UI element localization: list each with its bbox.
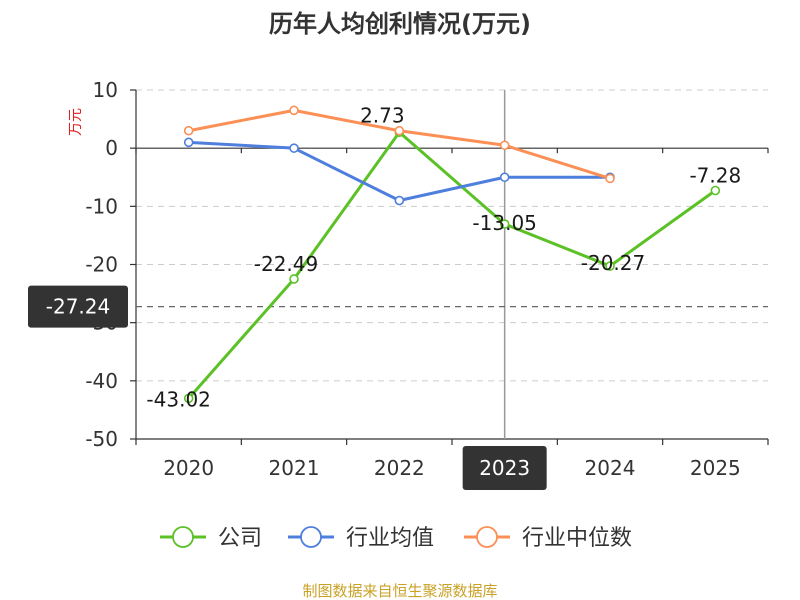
chart-title: 历年人均创利情况(万元) (269, 10, 531, 38)
data-label-2022: 2.73 (360, 103, 405, 127)
crosshair-x-tooltip: 2023 (462, 446, 547, 490)
y-tick-label-10: 10 (93, 78, 118, 102)
legend-item-行业中位数[interactable]: 行业中位数 (464, 526, 632, 551)
series-行业中位数 (183, 105, 615, 184)
series-line-行业均值 (188, 140, 610, 203)
x-tick-label-2020: 2020 (163, 456, 214, 480)
x-tick-label-2025: 2025 (690, 456, 741, 480)
y-tick-label--10: -10 (85, 194, 118, 218)
y-tick-label-0: 0 (105, 136, 118, 160)
legend-item-行业均值[interactable]: 行业均值 (288, 526, 434, 551)
crosshair-y-value: -27.24 (46, 295, 110, 319)
point-行业中位数-2022 (394, 125, 405, 136)
point-行业均值-2021 (289, 143, 299, 153)
source-note: 制图数据来自恒生聚源数据库 (302, 582, 497, 600)
point-公司-2024 (605, 261, 615, 271)
crosshair (136, 90, 768, 439)
point-行业中位数-2024 (605, 173, 615, 184)
data-labels: -43.02 -22.49 2.73 -13.05 -20.27 -7.28 (146, 103, 741, 411)
series-line-公司 (187, 130, 717, 400)
point-行业均值-2020 (183, 137, 194, 148)
x-tick-label-2022: 2022 (374, 456, 425, 480)
crosshair-tooltips: -27.24 2023 (28, 285, 547, 490)
data-label-2020: -43.02 (146, 387, 210, 411)
point-行业中位数-2023 (499, 140, 510, 151)
data-label-2024: -20.27 (581, 251, 645, 275)
y-tick-label--20: -20 (85, 253, 118, 277)
point-行业均值-2022 (394, 195, 405, 206)
x-tick-label-2024: 2024 (585, 456, 636, 480)
y-tick-label--50: -50 (85, 427, 118, 451)
data-label-2025: -7.28 (689, 164, 741, 188)
data-label-2023: -13.05 (472, 211, 536, 235)
legend-item-公司[interactable]: 公司 (160, 526, 262, 551)
point-公司-2025 (710, 185, 721, 196)
point-行业中位数-2021 (289, 105, 299, 116)
point-公司-2023 (499, 219, 510, 229)
y-tick-label--40: -40 (85, 369, 118, 393)
series-layer (183, 105, 721, 404)
legend[interactable]: 公司 行业均值 行业中位数 (160, 526, 632, 551)
legend-marker-行业均值 (300, 526, 322, 548)
data-label-2021: -22.49 (254, 252, 318, 276)
y-axis-label: 万元 (68, 108, 84, 136)
crosshair-y-tooltip-bg (28, 285, 128, 328)
crosshair-y-tooltip: -27.24 (28, 285, 128, 328)
legend-label-公司: 公司 (218, 526, 262, 551)
crosshair-x-category: 2023 (479, 456, 530, 480)
legend-marker-行业中位数 (476, 526, 498, 548)
x-tick-label-2021: 2021 (269, 456, 320, 480)
point-公司-2021 (289, 274, 299, 284)
legend-marker-公司 (172, 526, 194, 548)
legend-label-行业中位数: 行业中位数 (522, 526, 632, 551)
point-公司-2020 (183, 393, 194, 404)
grid-lines (136, 89, 768, 440)
legend-label-行业均值: 行业均值 (346, 526, 434, 551)
point-行业均值-2023 (499, 172, 510, 183)
point-行业中位数-2020 (183, 125, 194, 136)
crosshair-x-tooltip-bg (462, 446, 547, 490)
